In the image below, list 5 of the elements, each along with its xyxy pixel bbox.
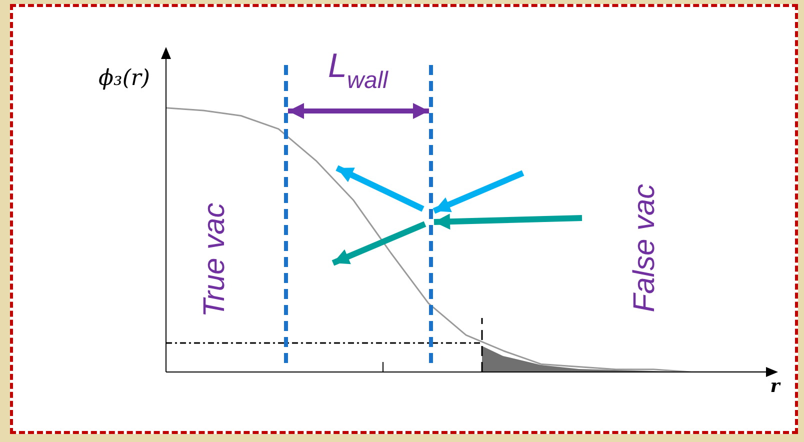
annotation: False vac — [628, 184, 661, 312]
text: L$_{wall}$ — [328, 46, 389, 94]
y-axis-title: ϕ₃(r) — [98, 66, 150, 91]
annotation: True vac — [198, 202, 231, 318]
x-axis-title: r — [770, 376, 782, 397]
